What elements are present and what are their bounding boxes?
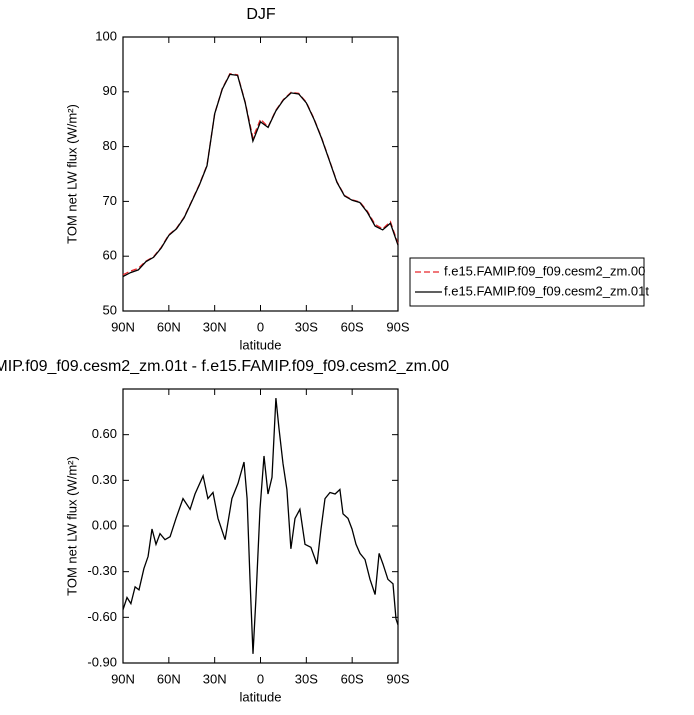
data-line — [122, 398, 399, 654]
x-tick-label: 60S — [341, 671, 364, 686]
x-tick-label: 90N — [111, 671, 135, 686]
chart-title: f.e15.FAMIP.f09_f09.cesm2_zm.01t - f.e15… — [0, 358, 449, 375]
y-tick-label: -0.30 — [87, 563, 117, 578]
y-tick-label: 80 — [103, 138, 117, 153]
x-tick-label: 30S — [295, 319, 318, 334]
y-axis-label: TOM net LW flux (W/m²) — [64, 456, 79, 596]
x-axis-label: latitude — [240, 689, 282, 704]
legend-label: f.e15.FAMIP.f09_f09.cesm2_zm.01t — [444, 283, 649, 298]
y-axis-label: TOM net LW flux (W/m²) — [64, 104, 79, 244]
x-tick-label: 60N — [157, 671, 181, 686]
y-tick-label: -0.90 — [87, 654, 117, 669]
x-tick-label: 90S — [386, 671, 409, 686]
y-tick-label: 50 — [103, 302, 117, 317]
x-tick-label: 60N — [157, 319, 181, 334]
x-tick-label: 30N — [203, 671, 227, 686]
x-tick-label: 90N — [111, 319, 135, 334]
y-tick-label: 0.00 — [92, 517, 117, 532]
legend-label: f.e15.FAMIP.f09_f09.cesm2_zm.00 — [444, 263, 645, 278]
data-line — [122, 73, 399, 278]
x-tick-label: 30N — [203, 319, 227, 334]
legend-box — [409, 257, 645, 307]
x-tick-label: 30S — [295, 671, 318, 686]
chart-title: DJF — [246, 6, 276, 23]
y-tick-label: -0.60 — [87, 609, 117, 624]
x-axis-label: latitude — [240, 337, 282, 352]
y-tick-label: 60 — [103, 248, 117, 263]
y-tick-label: 70 — [103, 193, 117, 208]
x-tick-label: 90S — [386, 319, 409, 334]
plot-frame — [122, 388, 399, 664]
x-tick-label: 60S — [341, 319, 364, 334]
y-tick-label: 0.30 — [92, 472, 117, 487]
x-tick-label: 0 — [257, 319, 264, 334]
y-tick-label: 100 — [95, 28, 117, 43]
x-tick-label: 0 — [257, 671, 264, 686]
y-tick-label: 90 — [103, 83, 117, 98]
plot-frame — [122, 36, 399, 312]
y-tick-label: 0.60 — [92, 426, 117, 441]
data-line — [122, 72, 399, 276]
